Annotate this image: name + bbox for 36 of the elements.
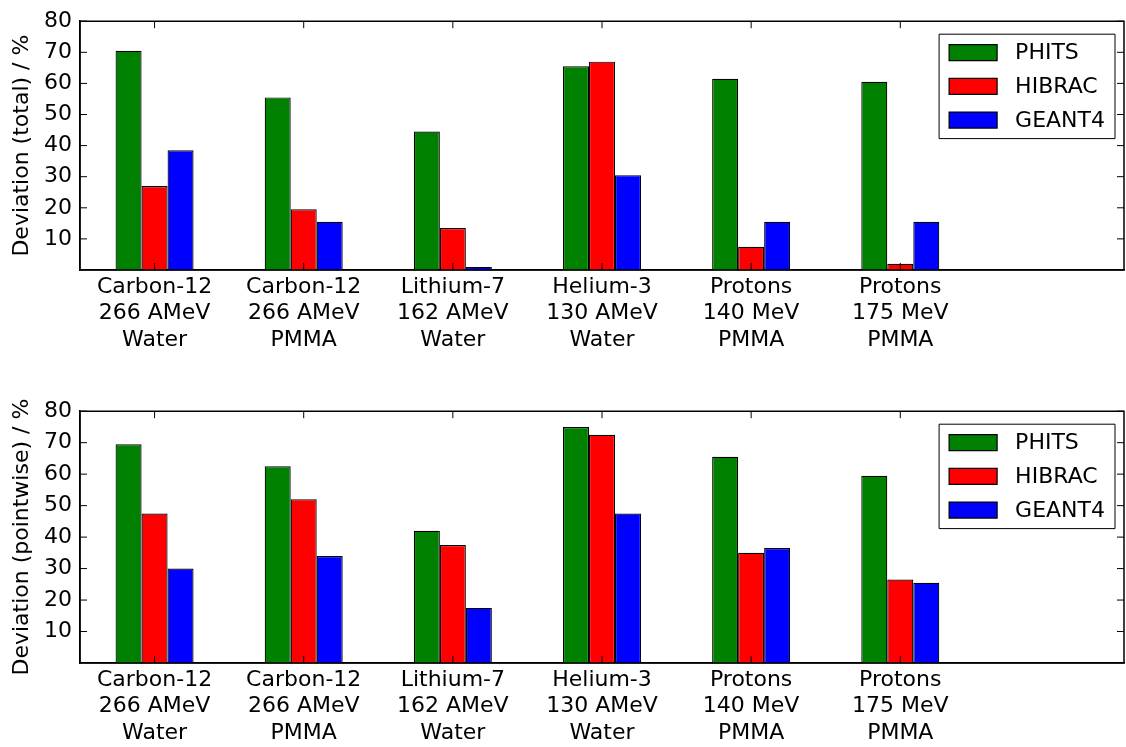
y-tick-label: 40 xyxy=(44,131,72,157)
x-tick-label: Lithium-7 162 AMeV Water xyxy=(397,272,509,351)
y-tick-label: 50 xyxy=(44,491,72,517)
y-tick-label: 80 xyxy=(44,396,72,422)
y-tick-label: 60 xyxy=(44,459,72,485)
x-tick-label: Protons 175 MeV PMMA xyxy=(852,272,949,351)
legend-label: GEANT4 xyxy=(1015,496,1105,522)
x-tick-label: Helium-3 130 AMeV Water xyxy=(546,272,658,351)
y-tick-label: 30 xyxy=(44,162,72,188)
x-tick-label: Carbon-12 266 AMeV PMMA xyxy=(246,272,362,351)
y-tick-label: 80 xyxy=(44,6,72,32)
y-tick-label: 10 xyxy=(44,617,72,643)
x-tick-label: Lithium-7 162 AMeV Water xyxy=(397,665,509,744)
x-tick-label: Carbon-12 266 AMeV Water xyxy=(96,665,213,744)
x-tick-label: Carbon-12 266 AMeV PMMA xyxy=(246,665,362,744)
y-tick-label: 70 xyxy=(44,428,72,454)
legend-label: HIBRAC xyxy=(1015,73,1098,99)
y-tick-label: 20 xyxy=(44,585,72,611)
x-tick-label: Protons 140 MeV PMMA xyxy=(702,272,800,351)
y-tick-label: 50 xyxy=(44,100,72,126)
legend-label: GEANT4 xyxy=(1015,106,1105,132)
x-tick-label: Protons 140 MeV PMMA xyxy=(702,665,800,744)
x-tick-label: Helium-3 130 AMeV Water xyxy=(546,665,658,744)
legend-label: PHITS xyxy=(1015,429,1079,455)
legend-label: HIBRAC xyxy=(1015,463,1098,489)
y-tick-label: 40 xyxy=(44,522,72,548)
y-axis-title: Deviation (pointwise) / % xyxy=(7,398,33,676)
y-axis-title: Deviation (total) / % xyxy=(7,34,33,257)
y-tick-label: 60 xyxy=(44,69,72,95)
y-tick-label: 20 xyxy=(44,193,72,219)
y-tick-label: 10 xyxy=(44,224,72,250)
legend-label: PHITS xyxy=(1015,39,1079,65)
y-tick-label: 70 xyxy=(44,38,72,64)
x-tick-label: Carbon-12 266 AMeV Water xyxy=(96,272,213,351)
y-tick-label: 30 xyxy=(44,554,72,580)
x-tick-label: Protons 175 MeV PMMA xyxy=(852,665,949,744)
